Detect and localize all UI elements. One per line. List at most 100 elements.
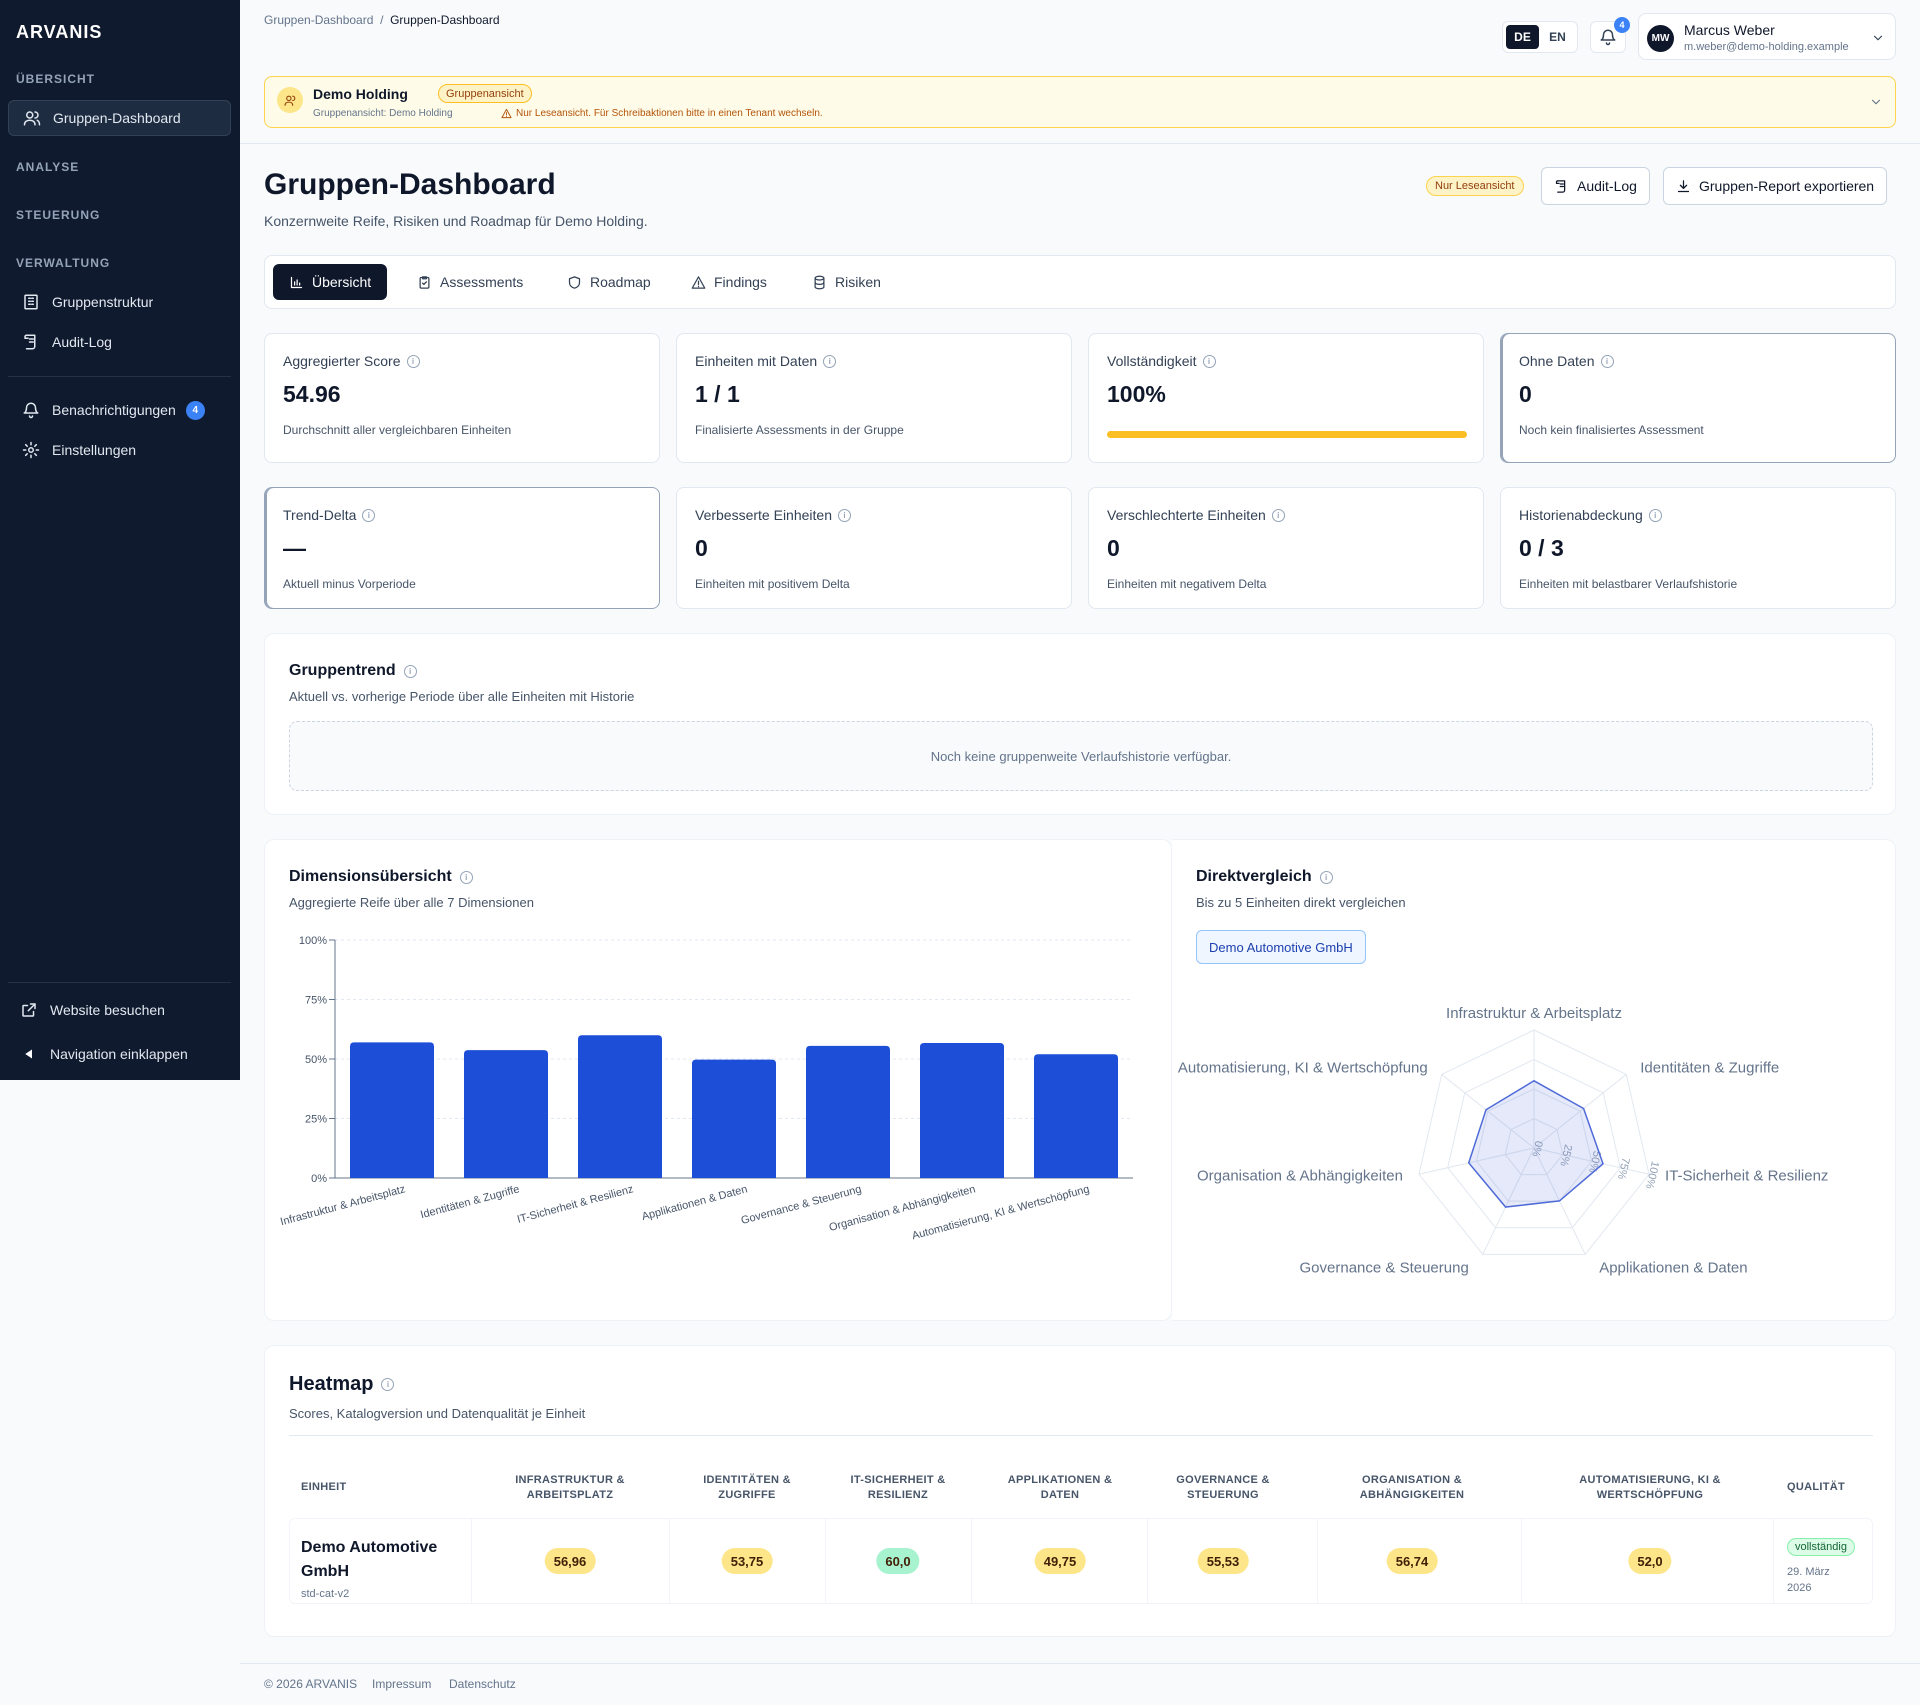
kpi-completeness: Vollständigkeit i 100%: [1088, 333, 1484, 463]
x-tick-label: Applikationen & Daten: [641, 1183, 749, 1223]
info-icon[interactable]: i: [362, 508, 376, 522]
tenant-warning: Nur Leseansicht. Für Schreibaktionen bit…: [501, 108, 823, 119]
warning-icon: [691, 275, 706, 289]
empty-state: Noch keine gruppenweite Verlaufshistorie…: [289, 721, 1873, 791]
tenant-view-badge: Gruppenansicht: [438, 84, 532, 103]
tab-risks[interactable]: Risiken: [796, 264, 897, 300]
score-cell[interactable]: 56,96: [544, 1548, 596, 1574]
tab-findings[interactable]: Findings: [675, 264, 783, 300]
info-icon[interactable]: i: [823, 354, 837, 368]
table-row[interactable]: [289, 1518, 1873, 1604]
info-icon[interactable]: i: [1271, 508, 1285, 522]
kpi-value: 1 / 1: [695, 381, 740, 407]
sidebar-collapse-button[interactable]: Navigation einklappen: [8, 1036, 231, 1072]
radar-tick-label: 100%: [1643, 1160, 1661, 1190]
sidebar-item-website[interactable]: Website besuchen: [8, 992, 231, 1028]
column-separator: [1521, 1518, 1522, 1604]
radar-axis-label: Organisation & Abhängigkeiten: [1197, 1167, 1403, 1184]
chevron-down-icon[interactable]: [1869, 95, 1883, 109]
score-cell[interactable]: 55,53: [1197, 1548, 1249, 1574]
audit-log-button[interactable]: Audit-Log: [1541, 167, 1650, 205]
column-header: IT-SICHERHEIT & RESILIENZ: [850, 1474, 946, 1501]
info-icon[interactable]: i: [1600, 354, 1614, 368]
sidebar-item-settings[interactable]: Einstellungen: [8, 432, 231, 468]
user-menu[interactable]: MW Marcus Weber m.weber@demo-holding.exa…: [1638, 13, 1896, 60]
bar: [1034, 1054, 1118, 1178]
info-icon[interactable]: i: [1202, 354, 1216, 368]
sidebar-item-group-structure[interactable]: Gruppenstruktur: [8, 284, 231, 320]
tenant-banner[interactable]: Demo Holding Gruppenansicht Gruppenansic…: [264, 76, 1896, 128]
avatar: MW: [1647, 25, 1674, 52]
user-name: Marcus Weber: [1684, 22, 1775, 38]
kpi-label: Historienabdeckung: [1519, 507, 1643, 523]
score-cell[interactable]: 60,0: [876, 1548, 920, 1574]
warning-icon: [501, 108, 512, 119]
tab-label: Roadmap: [590, 274, 651, 290]
header-divider: [240, 143, 1920, 144]
kpi-description: Einheiten mit belastbarer Verlaufshistor…: [1519, 577, 1738, 591]
column-separator: [971, 1518, 972, 1604]
info-icon[interactable]: i: [459, 870, 473, 884]
audit-log-button-label: Audit-Log: [1577, 178, 1637, 194]
heatmap-card: Heatmap i Scores, Katalogversion und Date…: [264, 1345, 1896, 1637]
tab-overview[interactable]: Übersicht: [273, 264, 388, 300]
sidebar-item-label: Benachrichtigungen: [52, 402, 176, 418]
footer-imprint-link[interactable]: Impressum: [372, 1677, 432, 1691]
kpi-description: Aktuell minus Vorperiode: [283, 577, 416, 591]
sidebar-item-group-dashboard[interactable]: Gruppen-Dashboard: [8, 100, 231, 136]
sidebar-item-label: Gruppen-Dashboard: [53, 110, 181, 126]
info-icon[interactable]: i: [1319, 870, 1333, 884]
sidebar-item-audit-log[interactable]: Audit-Log: [8, 324, 231, 360]
radar-axis-label: Governance & Steuerung: [1300, 1259, 1469, 1276]
info-icon[interactable]: i: [1648, 508, 1662, 522]
info-icon[interactable]: i: [837, 508, 851, 522]
sidebar-item-notifications[interactable]: Benachrichtigungen 4: [8, 392, 231, 428]
export-report-button[interactable]: Gruppen-Report exportieren: [1663, 167, 1888, 205]
notifications-button[interactable]: 4: [1590, 17, 1630, 53]
brand-logo[interactable]: ARVANIS: [16, 22, 103, 42]
unit-select-chip[interactable]: Demo Automotive GmbH: [1196, 930, 1366, 964]
breadcrumb-link[interactable]: Gruppen-Dashboard: [264, 13, 374, 27]
column-separator: [825, 1518, 826, 1604]
users-icon: [284, 95, 295, 106]
sidebar: ARVANIS ÜBERSICHT Gruppen-Dashboard ANAL…: [0, 0, 240, 1080]
section-overview: ÜBERSICHT: [16, 72, 96, 86]
kpi-description: Einheiten mit positivem Delta: [695, 577, 850, 591]
breadcrumb-current: Gruppen-Dashboard: [390, 13, 500, 27]
kpi-value: 100%: [1107, 381, 1166, 407]
bell-icon: [1600, 29, 1616, 46]
triangle-left-icon: [25, 1049, 32, 1059]
score-cell[interactable]: 52,0: [1628, 1548, 1672, 1574]
score-cell[interactable]: 53,75: [721, 1548, 773, 1574]
tab-roadmap[interactable]: Roadmap: [551, 264, 667, 300]
y-tick-label: 100%: [299, 935, 327, 947]
breadcrumb: Gruppen-Dashboard / Gruppen-Dashboard: [264, 13, 500, 27]
info-icon[interactable]: i: [381, 1378, 395, 1391]
card-subtitle: Aggregierte Reife über alle 7 Dimensione…: [289, 895, 534, 910]
radar-axis-label: IT-Sicherheit & Resilienz: [1665, 1167, 1828, 1184]
info-icon[interactable]: i: [403, 664, 417, 678]
info-icon[interactable]: i: [406, 354, 420, 368]
radar-grid-ring: [1475, 1088, 1593, 1202]
scroll-icon: [24, 334, 36, 350]
score-cell[interactable]: 49,75: [1034, 1548, 1086, 1574]
lang-de-button[interactable]: DE: [1506, 25, 1539, 49]
unit-name[interactable]: Demo Automotive GmbH: [301, 1539, 438, 1580]
card-subtitle: Aktuell vs. vorherige Periode über alle …: [289, 689, 635, 704]
column-header: GOVERNANCE & STEUERUNG: [1176, 1474, 1270, 1501]
sidebar-divider: [8, 982, 231, 983]
section-control[interactable]: STEUERUNG: [16, 208, 101, 222]
score-cell[interactable]: 56,74: [1386, 1548, 1438, 1574]
tenant-name: Demo Holding: [313, 86, 408, 102]
y-tick-label: 25%: [305, 1114, 327, 1126]
card-title: Heatmap: [289, 1373, 374, 1395]
y-tick-label: 75%: [305, 995, 327, 1007]
footer-privacy-link[interactable]: Datenschutz: [449, 1677, 516, 1691]
section-analysis[interactable]: ANALYSE: [16, 160, 80, 174]
footer-copyright: © 2026 ARVANIS: [264, 1677, 358, 1691]
x-tick-label: IT-Sicherheit & Resilienz: [516, 1183, 635, 1226]
tab-assessments[interactable]: Assessments: [401, 264, 539, 300]
kpi-value: 0: [1519, 381, 1532, 407]
lang-en-button[interactable]: EN: [1549, 30, 1566, 44]
kpi-description: Finalisierte Assessments in der Gruppe: [695, 423, 904, 437]
